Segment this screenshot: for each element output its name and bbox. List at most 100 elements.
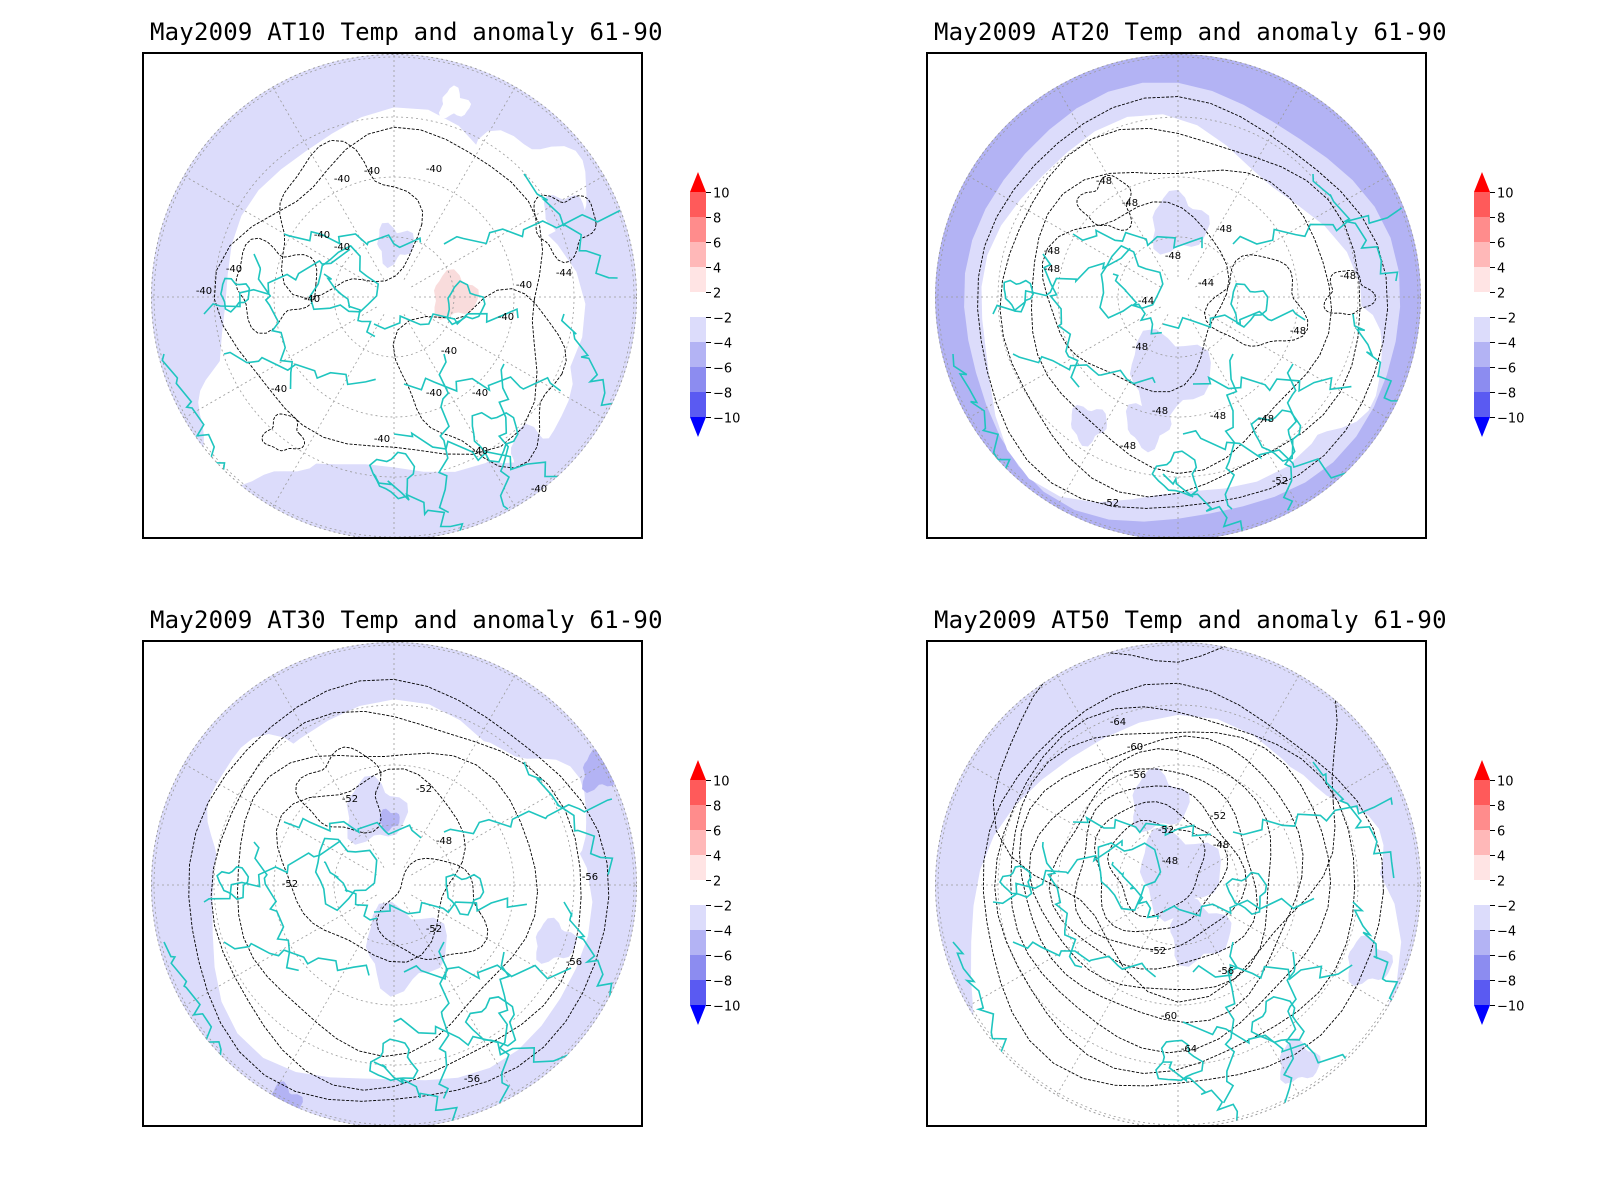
colorbar: 10 8 6 4 2 −2 −4 −6 −8 −10 xyxy=(1464,758,1534,1042)
coastlines xyxy=(161,173,621,537)
colorbar-swatch xyxy=(690,367,706,392)
polar-map: -40-40 -40-40-40-40-40-40-44-40-40-40-40-… xyxy=(151,54,637,537)
coastline-segment xyxy=(1182,429,1356,479)
coastline-segment xyxy=(1312,173,1399,282)
colorbar-label: −10 xyxy=(1497,412,1524,427)
colorbar-label: −6 xyxy=(1497,362,1516,377)
meridian-line xyxy=(183,763,377,876)
coastline-segment xyxy=(1352,313,1401,418)
temperature-contour xyxy=(1076,174,1133,231)
contour-label: -52 xyxy=(426,924,442,935)
contour-label: -64 xyxy=(1181,1044,1197,1055)
coastline-segment xyxy=(438,941,450,1099)
colorbar-label: 4 xyxy=(1497,262,1505,277)
colorbar-scale: 10 8 6 4 2 −2 −4 −6 −8 −10 xyxy=(690,760,740,1025)
colorbar-swatch xyxy=(1474,780,1490,805)
colorbar-scale: 10 8 6 4 2 −2 −4 −6 −8 −10 xyxy=(1474,172,1524,437)
colorbar-label: −2 xyxy=(1497,312,1516,327)
map-disc xyxy=(935,642,1421,1125)
temperature-contour xyxy=(1019,735,1304,1024)
coastline-segment xyxy=(1162,473,1245,537)
colorbar-top-arrow xyxy=(690,172,706,192)
colorbar-label: 8 xyxy=(713,212,721,227)
contour-label: -40 xyxy=(334,242,350,253)
map-frame: -40 -40 -40 -40 -40 -40 -40 -40 -44 -40 -40 -40 -40-… xyxy=(142,52,643,539)
coastline-segment xyxy=(403,964,572,980)
meridian-line xyxy=(411,894,605,1007)
colorbar-label: −8 xyxy=(1497,387,1516,402)
colorbar-label: 4 xyxy=(713,850,721,865)
colorbar-bottom-arrow xyxy=(1474,1005,1490,1025)
anomaly-patch xyxy=(1071,404,1107,447)
contour-label: -44 xyxy=(556,268,572,279)
map-disc xyxy=(151,642,637,1125)
coastline-segment xyxy=(373,1061,466,1125)
coastline-segment xyxy=(443,209,621,245)
anomaly-patch xyxy=(434,269,479,320)
contour-label: -48 xyxy=(1290,326,1306,337)
meridian-line xyxy=(1187,86,1300,280)
colorbar-swatch xyxy=(1474,805,1490,830)
coastline-segment xyxy=(203,248,351,315)
contour-label: -40 xyxy=(196,286,212,297)
colorbar-label: 6 xyxy=(1497,237,1505,252)
anomaly-free-area xyxy=(390,280,573,471)
meridian-line xyxy=(403,86,516,280)
anomaly-free-area xyxy=(198,333,341,487)
coastline-segment xyxy=(1012,353,1156,385)
landmass-outline xyxy=(464,996,517,1047)
contour-label: -40 xyxy=(426,388,442,399)
landmass-outline xyxy=(368,451,416,500)
contour-label: -48 xyxy=(1122,198,1138,209)
contour-label: -40 xyxy=(314,230,330,241)
anomaly-patch xyxy=(1348,935,1393,986)
coastline-segment xyxy=(1042,253,1080,388)
coastline-segment xyxy=(560,313,618,412)
anomaly-patch xyxy=(535,917,577,964)
coastlines xyxy=(952,761,1400,1125)
colorbar-swatch xyxy=(690,880,706,905)
coastline-segment xyxy=(1224,353,1238,510)
contour-label: -44 xyxy=(1198,278,1214,289)
contour-label: -56 xyxy=(464,1074,480,1085)
colorbar-bottom-arrow xyxy=(690,417,706,437)
coastline-segment xyxy=(1282,951,1297,1107)
landmass-outline xyxy=(309,244,380,313)
meridian-line xyxy=(1195,175,1389,288)
anomaly-free-area xyxy=(1201,762,1384,956)
anomaly-patch xyxy=(511,423,562,483)
colorbar-swatch xyxy=(1474,392,1490,417)
contour-label: -48 xyxy=(1216,224,1232,235)
contour-label: -40 xyxy=(472,446,488,457)
colorbar-label: 8 xyxy=(1497,212,1505,227)
contour-label: -40 xyxy=(304,294,320,305)
colorbar-label: −6 xyxy=(1497,950,1516,965)
colorbar-label: 6 xyxy=(1497,825,1505,840)
colorbar-swatch xyxy=(1474,880,1490,905)
colorbar-label: −10 xyxy=(713,1000,740,1015)
coastline-segment xyxy=(952,941,1009,1068)
map-frame: -48 -48 -48 -48 -48 -48 -44 -44 -48 -48 -48 -48 -48-… xyxy=(926,52,1427,539)
panel-title: May2009 AT10 Temp and anomaly 61-90 xyxy=(150,18,663,46)
contour-label: -40 xyxy=(271,384,287,395)
contour-label: -44 xyxy=(1138,296,1154,307)
contour-label: -48 xyxy=(1258,414,1274,425)
colorbar-scale: 10 8 6 4 2 −2 −4 −6 −8 −10 xyxy=(1474,760,1524,1025)
meridian-line xyxy=(1195,763,1389,876)
coastline-segment xyxy=(497,951,511,1104)
contour-label: -52 xyxy=(1158,825,1174,836)
anomaly-patch xyxy=(438,85,472,119)
colorbar-label: 8 xyxy=(713,800,721,815)
coastline-segment xyxy=(1222,941,1239,1104)
contour-label: -40 xyxy=(531,484,547,495)
contour-label: -40 xyxy=(226,264,242,275)
temperature-contour xyxy=(279,139,424,299)
map-disc xyxy=(935,54,1421,537)
coastline-segment xyxy=(1192,375,1352,393)
map-boundary xyxy=(151,642,637,1125)
landmass-outline xyxy=(369,1038,419,1082)
meridian-line xyxy=(1195,306,1389,419)
colorbar-swatch xyxy=(690,317,706,342)
contour-label: -48 xyxy=(1210,411,1226,422)
contour-label: -48 xyxy=(1120,441,1136,452)
